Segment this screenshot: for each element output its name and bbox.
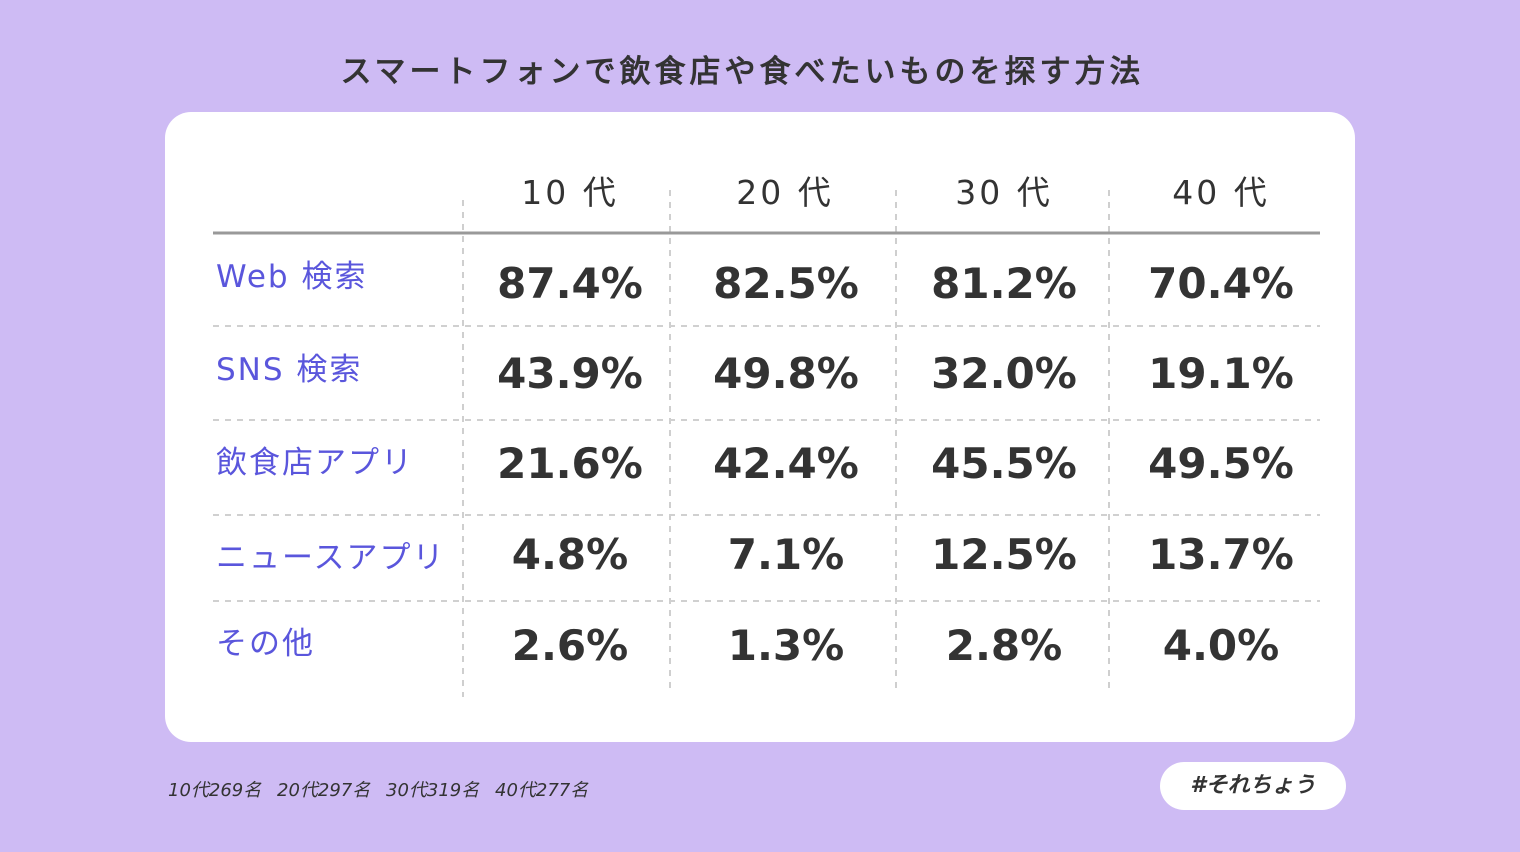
page-title: スマートフォンで飲食店や食べたいものを探す方法 bbox=[340, 54, 1145, 90]
table-cell: 49.8% bbox=[713, 349, 859, 398]
column-header-40s: 40 代 bbox=[1172, 173, 1270, 212]
table-grid bbox=[213, 190, 1320, 697]
table-cell: 82.5% bbox=[713, 259, 859, 308]
table-cell: 4.8% bbox=[511, 530, 629, 579]
table-card bbox=[165, 112, 1355, 742]
row-label-sns-search: SNS 検索 bbox=[216, 352, 363, 388]
table-cell: 19.1% bbox=[1148, 349, 1294, 398]
table-cell: 42.4% bbox=[713, 439, 859, 488]
table-cell: 87.4% bbox=[497, 259, 643, 308]
sample-size-40s: 40代277名 bbox=[495, 780, 589, 801]
table-cell: 2.6% bbox=[511, 621, 629, 670]
sample-size-note: 10代269名 20代297名 30代319名 40代277名 bbox=[168, 776, 598, 806]
sample-size-30s: 30代319名 bbox=[386, 780, 480, 801]
table-cell: 81.2% bbox=[931, 259, 1077, 308]
column-header-20s: 20 代 bbox=[736, 173, 834, 212]
table-cell: 70.4% bbox=[1148, 259, 1294, 308]
sample-size-10s: 10代269名 bbox=[168, 780, 262, 801]
row-label-restaurant-app: 飲食店アプリ bbox=[216, 445, 414, 481]
hashtag-badge: #それちょう bbox=[1160, 762, 1346, 810]
table-cell: 43.9% bbox=[497, 349, 643, 398]
table-cell: 1.3% bbox=[727, 621, 845, 670]
row-label-news-app: ニュースアプリ bbox=[216, 540, 446, 576]
sample-size-20s: 20代297名 bbox=[277, 780, 371, 801]
table-cell: 4.0% bbox=[1162, 621, 1280, 670]
table-cell: 21.6% bbox=[497, 439, 643, 488]
row-label-other: その他 bbox=[216, 626, 315, 662]
table-cell: 7.1% bbox=[727, 530, 845, 579]
table-cell: 2.8% bbox=[945, 621, 1063, 670]
table-cell: 32.0% bbox=[931, 349, 1077, 398]
table-cell: 45.5% bbox=[931, 439, 1077, 488]
column-header-30s: 30 代 bbox=[955, 173, 1053, 212]
table-cell: 12.5% bbox=[931, 530, 1077, 579]
table-cell: 13.7% bbox=[1148, 530, 1294, 579]
row-label-web-search: Web 検索 bbox=[216, 259, 368, 295]
table-cell: 49.5% bbox=[1148, 439, 1294, 488]
column-header-10s: 10 代 bbox=[521, 173, 619, 212]
